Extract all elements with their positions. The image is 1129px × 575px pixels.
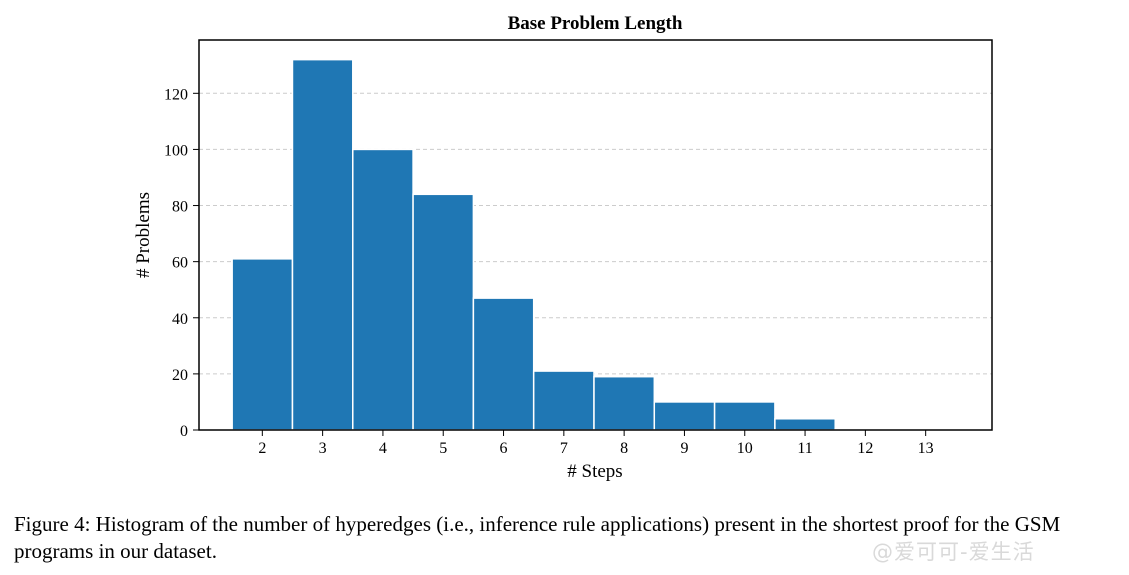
y-tick-label: 40 [172,311,188,328]
chart-title: Base Problem Length [508,13,683,34]
y-axis-label: # Problems [133,192,154,278]
y-tick-label: 0 [180,423,188,440]
x-tick-label: 11 [797,440,812,457]
bar [653,401,716,431]
x-axis-label: # Steps [567,461,622,482]
y-tick-label: 100 [164,142,188,159]
x-tick-label: 6 [500,440,508,457]
bar [472,297,535,431]
y-tick-label: 120 [164,86,188,103]
x-tick-label: 10 [737,440,753,457]
bars [231,58,957,431]
bar [593,375,656,431]
watermark: @爱可可-爱生活 [872,540,1035,564]
x-tick-label: 9 [680,440,688,457]
bar [412,193,475,431]
y-tick-label: 20 [172,367,188,384]
x-tick-label: 4 [379,440,387,457]
figure-caption: Figure 4: Histogram of the number of hyp… [14,512,1061,563]
bar [231,258,294,431]
x-axis-ticks: 2 3 4 5 6 7 8 9 10 11 12 13 [258,430,934,457]
bar [532,370,595,431]
bar [352,148,414,431]
y-tick-label: 60 [172,255,188,272]
x-tick-label: 2 [258,440,266,457]
plot-frame [198,39,993,431]
x-tick-label: 7 [560,440,568,457]
x-tick-label: 3 [319,440,327,457]
bar [291,58,354,431]
y-axis-ticks: 0 20 40 60 80 100 120 [164,86,199,440]
x-tick-label: 13 [918,440,934,457]
bar [774,418,836,431]
grid-lines [199,92,992,375]
x-tick-label: 5 [439,440,447,457]
histogram-chart: Base Problem Length 0 20 40 60 80 100 120 2 3 4 5… [133,13,993,482]
bar [713,401,776,431]
x-tick-label: 8 [620,440,628,457]
y-tick-label: 80 [172,199,188,216]
x-tick-label: 12 [857,440,873,457]
